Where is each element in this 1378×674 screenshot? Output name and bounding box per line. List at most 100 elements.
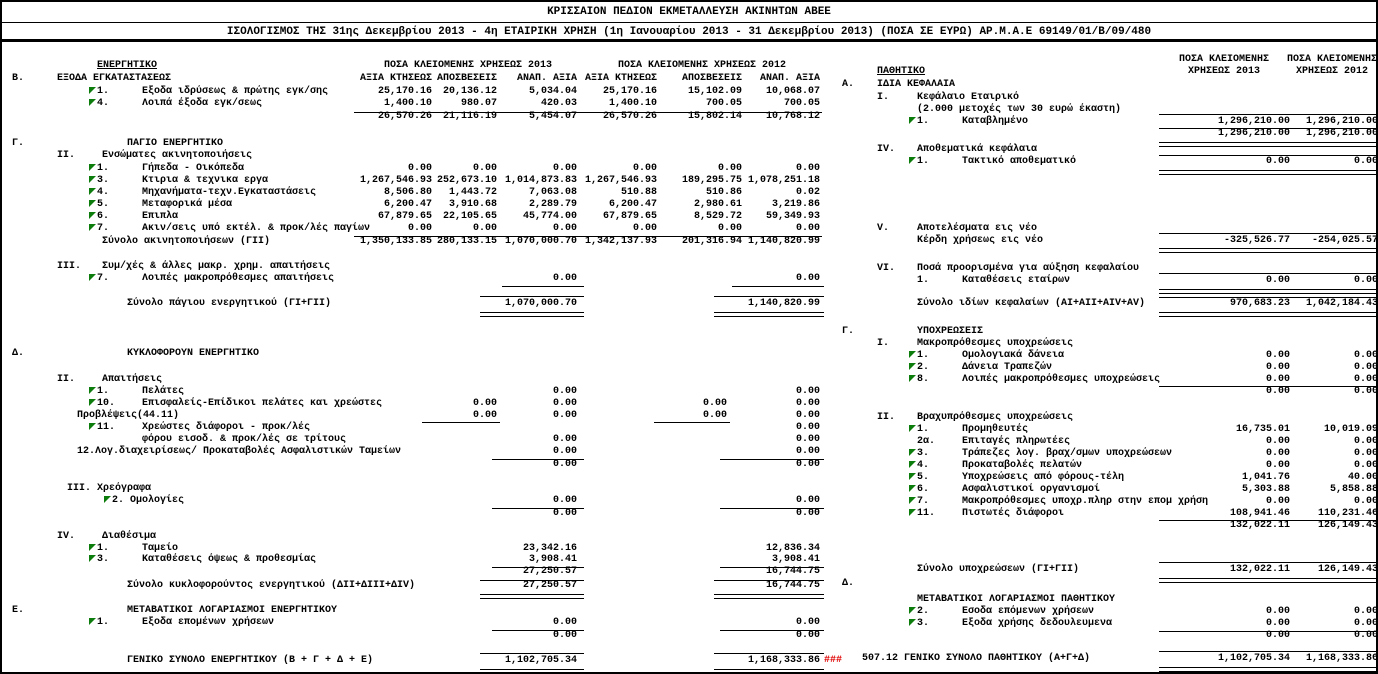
liabilities-amount: 970,683.23 [1229,298,1290,309]
row-label: Σύνολο πάγιου ενεργητικού (ΓΙ+ΓΙΙ) [127,298,332,309]
row-label: Ε. [12,605,25,616]
assets-amount: 0.00 [552,163,577,174]
row-label: Λοιπές μακροπρόθεσμες απαιτήσεις [142,273,335,284]
row-label: Ενσώματες ακινητοποιήσεις [102,150,253,161]
assets-amount: 3,910.68 [448,199,497,210]
row-label: Γήπεδα - Οικόπεδα [142,163,245,174]
row-label: Χρεώστες διάφοροι - προκ/λές [142,422,311,433]
row-label: Καταθέσεις όψεως & προθεσμίας [142,554,317,565]
row-label: V. [877,223,890,234]
row-label: 1. [97,86,110,97]
liabilities-amount: 0.00 [1353,460,1378,471]
row-label: Δάνεια Τραπεζών [962,362,1053,373]
row-label: Τράπεζες λογ. βραχ/σμων υποχρεώσεων [962,448,1173,459]
assets-amount: 67,879.65 [602,211,657,222]
row-label: ΠΟΣΑ ΚΛΕΙΟΜΕΝΗΣ [1178,54,1269,65]
assets-amount: 2,289.79 [528,199,577,210]
row-label: 3. [917,448,930,459]
row-label: ΥΠΟΧΡΕΩΣΕΙΣ [917,326,984,337]
row-label: Β. [12,73,25,84]
assets-amount: 1,267,546.93 [359,175,432,186]
liabilities-amount: 132,022.11 [1229,520,1290,531]
liabilities-amount: 0.00 [1353,436,1378,447]
assets-amount: 510.86 [705,187,742,198]
rule-line [714,653,824,654]
assets-amount: 0.00 [795,223,820,234]
assets-amount: 0.00 [552,434,577,445]
liabilities-amount: 110,231.46 [1317,508,1378,519]
cell-flag-icon [89,387,96,394]
assets-amount: 15,802.14 [687,111,742,122]
assets-amount: 16,744.75 [765,566,820,577]
assets-amount: 23,342.16 [522,543,577,554]
liabilities-amount: -254,025.57 [1311,235,1378,246]
assets-amount: 0.00 [472,398,497,409]
cell-flag-icon [909,117,916,124]
statement-title: ΙΣΟΛΟΓΙΣΜΟΣ ΤΗΣ 31ης Δεκεμβρίου 2013 - 4… [2,24,1376,42]
double-rule-line [480,669,584,672]
row-label: Προβλέψεις(44.11) [77,410,180,421]
row-label: 11. [97,422,116,433]
row-label: Δ. [12,348,25,359]
assets-amount: 0.00 [552,223,577,234]
row-label: VΙ. [877,263,896,274]
cell-flag-icon [909,485,916,492]
row-label: Ασφαλιστικοί οργανισμοί [962,484,1101,495]
rule-line [732,286,824,287]
row-label: Εξοδα επομένων χρήσεων [142,617,275,628]
row-label: Ι. [877,338,890,349]
row-label: 4. [97,98,110,109]
liabilities-amount: 0.00 [1265,374,1290,385]
liabilities-amount: 0.00 [1265,275,1290,286]
assets-amount: 0.00 [795,386,820,397]
row-label: ΙΙΙ. [57,261,82,272]
liabilities-amount: 0.00 [1265,606,1290,617]
row-label: Χρεόγραφα [97,483,152,494]
cell-flag-icon [89,399,96,406]
row-label: Ταμείο [142,543,179,554]
assets-amount: 0.00 [795,434,820,445]
cell-flag-icon [909,157,916,164]
assets-amount: 5,034.04 [528,86,577,97]
row-label: Διαθέσιμα [102,531,157,542]
liabilities-amount: 5,858.88 [1329,484,1378,495]
assets-amount: ΑΞΙΑ ΚΤΗΣΕΩΣ [584,73,657,84]
rule-line [714,296,824,297]
row-label: ΓΕΝΙΚΟ ΣΥΝΟΛΟ ΕΝΕΡΓΗΤΙΚΟΥ (Β + Γ + Δ + Ε… [127,655,374,666]
cell-flag-icon [909,375,916,382]
row-label: ΙΙΙ. [67,483,92,494]
row-label: 1. [917,116,930,127]
cell-flag-icon [909,497,916,504]
row-label: 10. [97,398,116,409]
assets-amount: 0.00 [552,508,577,519]
assets-amount: 12,836.34 [765,543,820,554]
double-rule-line [480,594,584,599]
row-label: Επιταγές πληρωτέες [962,436,1071,447]
assets-amount: 700.05 [783,98,820,109]
assets-amount: 0.00 [795,273,820,284]
assets-amount: ΑΝΑΠ. ΑΞΙΑ [516,73,577,84]
cell-flag-icon [909,425,916,432]
assets-amount: 0.00 [632,163,657,174]
liabilities-amount: 0.00 [1353,606,1378,617]
cell-flag-icon [909,509,916,516]
assets-amount: 0.00 [702,410,727,421]
rule-line [720,630,824,631]
company-title: ΚΡΙΣΣΑΙΟΝ ΠΕΔΙΟΝ ΕΚΜΕΤΑΛΛΕΥΣΗ ΑΚΙΝΗΤΩΝ Α… [2,2,1376,23]
assets-amount: 45,774.00 [522,211,577,222]
column-title: ΕΝΕΡΓΗΤΙΚΟ [97,60,158,71]
assets-amount: 0.00 [472,223,497,234]
assets-amount: 1,070,000.70 [504,236,577,247]
row-label: Γ. [12,138,25,149]
row-label: Σύνολο ακινητοποιήσεων (ΓΙΙ) [102,236,271,247]
assets-amount: 0.00 [702,398,727,409]
row-label: Πιστωτές διάφοροι [962,508,1065,519]
liabilities-amount: 0.00 [1353,496,1378,507]
assets-amount: 510.88 [620,187,657,198]
row-label: Ομολογιακά δάνεια [962,350,1065,361]
row-label: Ι. [877,92,890,103]
liabilities-amount: 10,019.09 [1323,424,1378,435]
assets-amount: 25,170.16 [377,86,432,97]
assets-amount: 0.00 [552,459,577,470]
rule-line [502,286,584,287]
